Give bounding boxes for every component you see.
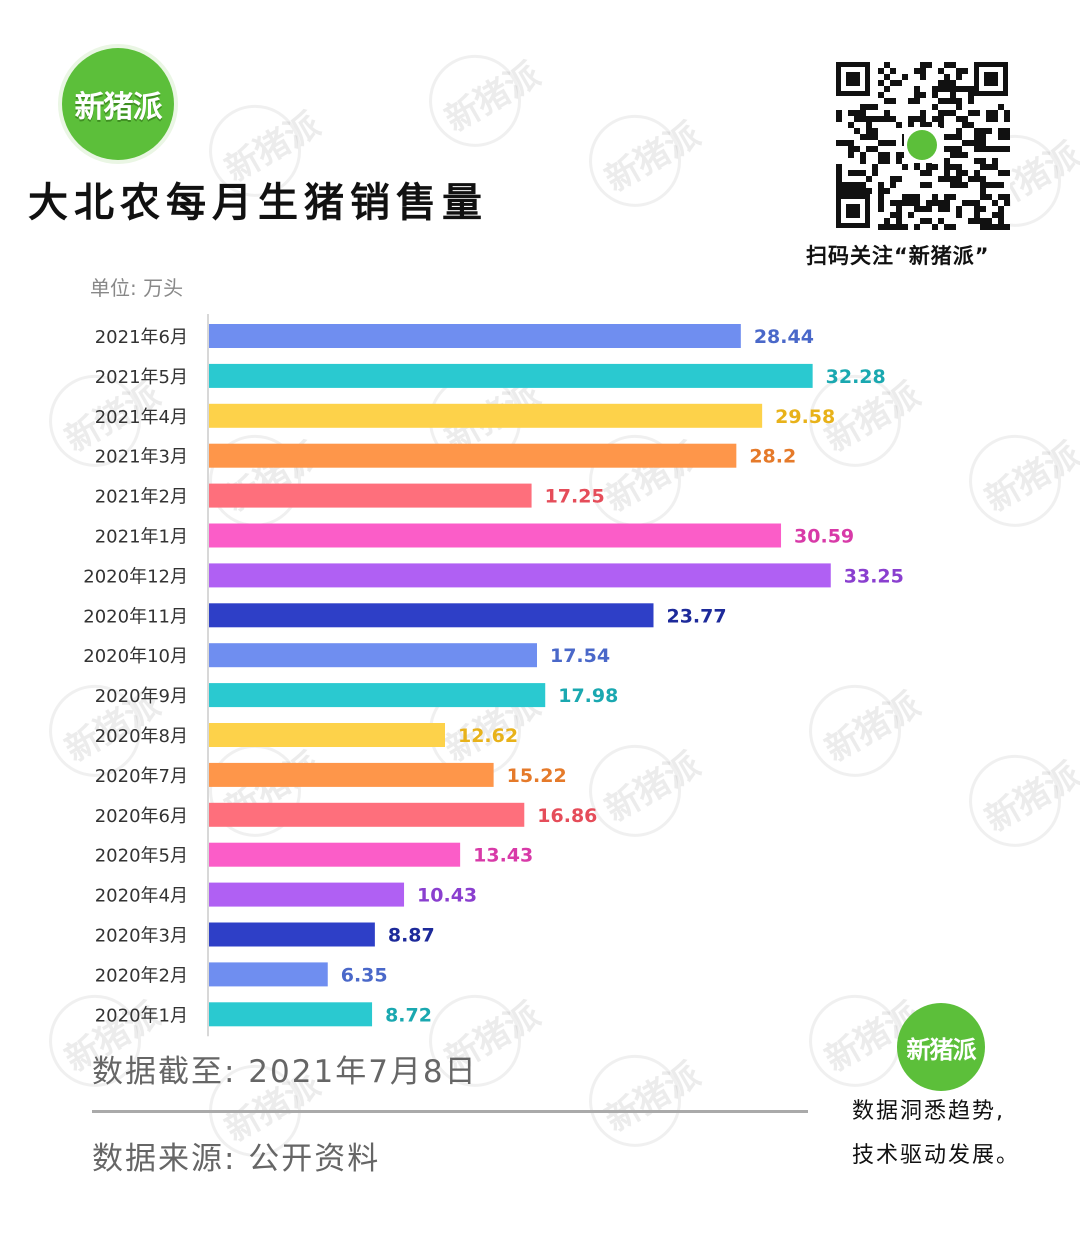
brand-logo-text: 新猪派 (74, 90, 163, 125)
category-label: 2020年7月 (95, 766, 188, 787)
slogan-line-1: 数据洞悉趋势, (852, 1099, 1005, 1124)
value-label: 17.98 (558, 685, 618, 707)
value-label: 8.72 (385, 1004, 432, 1026)
value-label: 10.43 (417, 885, 477, 907)
category-label: 2020年4月 (95, 886, 188, 907)
category-label: 2021年1月 (95, 527, 188, 548)
divider (92, 1110, 808, 1113)
value-label: 17.25 (545, 486, 605, 508)
value-label: 13.43 (473, 845, 533, 867)
slogan: 数据洞悉趋势, 技术驱动发展。 (852, 1090, 1072, 1178)
bar (209, 802, 525, 827)
bar (209, 403, 763, 428)
category-label: 2020年12月 (83, 566, 188, 587)
category-label: 2020年1月 (95, 1005, 188, 1026)
bar (209, 324, 741, 348)
bar (209, 962, 328, 987)
value-label: 16.86 (537, 805, 597, 827)
category-label: 2020年3月 (95, 926, 188, 947)
category-label: 2020年8月 (95, 726, 188, 747)
data-source-note: 数据来源: 公开资料 (92, 1141, 381, 1177)
value-label: 32.28 (826, 366, 886, 388)
bar (209, 723, 445, 747)
bar (209, 603, 654, 628)
bar (209, 762, 494, 787)
value-label: 30.59 (794, 526, 854, 548)
brand-logo: 新猪派 (62, 48, 174, 160)
value-label: 29.58 (775, 406, 835, 428)
value-label: 28.44 (754, 326, 814, 348)
brand-logo-small: 新猪派 (897, 1003, 985, 1091)
bar (209, 443, 737, 468)
value-label: 28.2 (749, 446, 796, 468)
category-label: 2020年11月 (83, 606, 188, 627)
value-label: 12.62 (458, 725, 518, 747)
category-label: 2021年2月 (95, 487, 188, 508)
category-label: 2020年5月 (95, 846, 188, 867)
value-label: 15.22 (507, 765, 567, 787)
bar (209, 523, 782, 548)
value-label: 23.77 (666, 605, 726, 627)
data-date-note: 数据截至: 2021年7月8日 (92, 1054, 478, 1090)
bar (209, 922, 375, 947)
category-label: 2020年9月 (95, 686, 188, 707)
category-label: 2021年5月 (95, 367, 188, 388)
category-label: 2021年3月 (95, 447, 188, 468)
chart-title: 大北农每月生猪销售量 (28, 180, 488, 226)
bar (209, 882, 405, 907)
category-label: 2020年6月 (95, 806, 188, 827)
category-label: 2021年4月 (95, 407, 188, 428)
category-label: 2021年6月 (95, 327, 188, 348)
bar (209, 643, 537, 668)
watermark-logo: 新猪派 (595, 1048, 708, 1141)
value-label: 6.35 (341, 964, 388, 986)
unit-label: 单位: 万头 (90, 276, 184, 300)
bar (209, 683, 546, 708)
bar (209, 483, 532, 508)
bar (209, 842, 461, 867)
value-label: 17.54 (550, 645, 610, 667)
bar (209, 363, 813, 388)
value-label: 8.87 (388, 925, 435, 947)
bar-chart: 2021年6月 28.44 2021年5月 32.28 2021年4月 29.58 2021… (83, 314, 904, 1037)
qr-caption: 扫码关注“新猪派” (806, 244, 990, 268)
brand-logo-small-text: 新猪派 (906, 1035, 977, 1064)
category-label: 2020年2月 (95, 965, 188, 986)
value-label: 33.25 (844, 565, 904, 587)
bar (209, 563, 831, 588)
watermark-logo: 新猪派 (435, 48, 548, 141)
watermark-logo: 新猪派 (595, 108, 708, 201)
qr-code[interactable] (834, 60, 1010, 230)
category-label: 2020年10月 (83, 646, 188, 667)
slogan-line-2: 技术驱动发展。 (852, 1143, 1021, 1168)
bar (209, 1002, 373, 1027)
qr-center-logo-icon (907, 130, 937, 160)
